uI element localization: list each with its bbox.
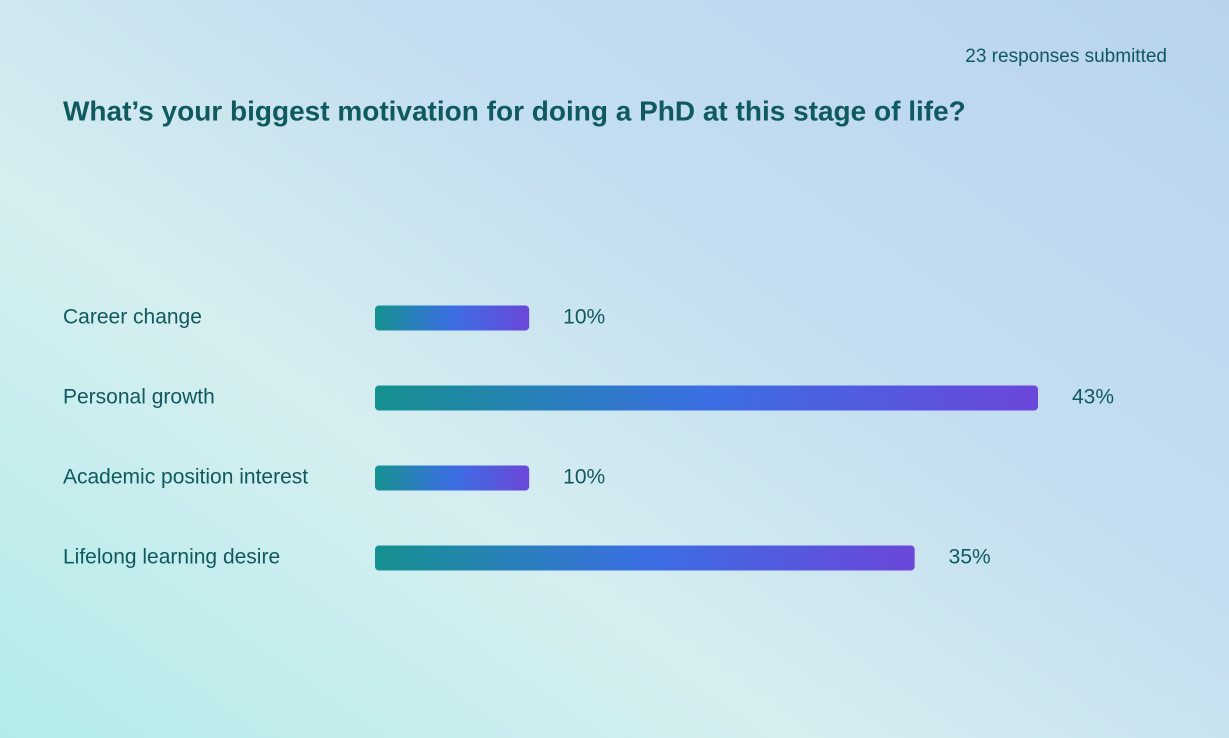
response-count: 23 responses submitted [965,46,1167,67]
value-label: 10% [563,466,605,489]
value-label: 10% [563,306,605,329]
bar [375,465,530,491]
category-label: Lifelong learning desire [63,546,280,569]
value-label: 43% [1072,386,1114,409]
category-label: Career change [63,306,202,329]
bar [375,305,530,331]
bar [375,385,1038,411]
chart-title: What’s your biggest motivation for doing… [63,95,966,126]
category-label: Academic position interest [63,466,308,489]
category-label: Personal growth [63,386,215,409]
bar [375,545,915,571]
value-label: 35% [949,546,991,569]
